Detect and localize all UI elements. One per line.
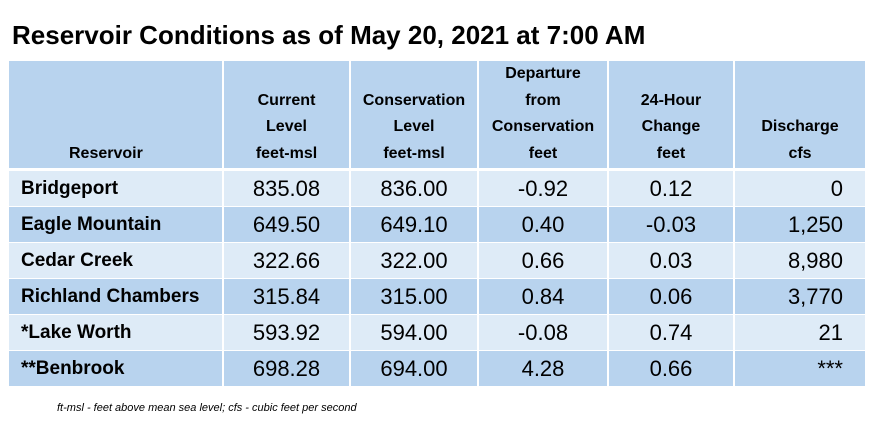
- header-line: Level: [266, 118, 307, 135]
- current-level-cell: 649.50: [223, 206, 351, 243]
- table-row: Eagle Mountain 649.50 649.10 0.40 -0.03 …: [9, 206, 865, 243]
- header-line: Discharge: [761, 118, 839, 135]
- current-level-cell: 315.84: [223, 278, 351, 315]
- header-line: Reservoir: [69, 144, 143, 162]
- conservation-level-cell: 694.00: [350, 350, 479, 387]
- header-line: feet-msl: [383, 144, 445, 162]
- header-reservoir: Reservoir: [9, 61, 224, 171]
- conservation-level-cell: 315.00: [350, 278, 479, 315]
- change-cell: 0.74: [608, 314, 735, 351]
- discharge-cell: ***: [734, 350, 865, 387]
- discharge-cell: 21: [734, 314, 865, 351]
- departure-cell: 0.66: [478, 242, 609, 279]
- header-line: Current: [257, 91, 316, 109]
- footnote: ft-msl - feet above mean sea level; cfs …: [57, 402, 357, 414]
- header-line: Conservation: [491, 118, 595, 135]
- table-row: Cedar Creek 322.66 322.00 0.66 0.03 8,98…: [9, 242, 865, 279]
- reservoir-table: Reservoir Current Level feet-msl Conserv…: [9, 61, 865, 387]
- table-header-row: Reservoir Current Level feet-msl Conserv…: [9, 61, 865, 171]
- header-line: Level: [393, 118, 435, 135]
- header-line: Departure: [505, 65, 581, 82]
- change-cell: -0.03: [608, 206, 735, 243]
- current-level-cell: 698.28: [223, 350, 351, 387]
- departure-cell: 0.40: [478, 206, 609, 243]
- reservoir-name: Eagle Mountain: [9, 206, 224, 243]
- header-line: Change: [641, 118, 701, 135]
- header-current-level: Current Level feet-msl: [223, 61, 351, 171]
- header-discharge: Discharge cfs: [734, 61, 865, 171]
- reservoir-name: *Lake Worth: [9, 314, 224, 351]
- current-level-cell: 322.66: [223, 242, 351, 279]
- discharge-cell: 3,770: [734, 278, 865, 315]
- page-title: Reservoir Conditions as of May 20, 2021 …: [12, 20, 646, 50]
- conservation-level-cell: 649.10: [350, 206, 479, 243]
- header-departure: Departure from Conservation feet: [478, 61, 609, 171]
- table-row: **Benbrook 698.28 694.00 4.28 0.66 ***: [9, 350, 865, 387]
- header-line: from: [525, 91, 561, 109]
- header-line: Conservation: [362, 91, 466, 109]
- conservation-level-cell: 594.00: [350, 314, 479, 351]
- header-line: 24-Hour: [640, 91, 702, 109]
- conservation-level-cell: 836.00: [350, 169, 479, 207]
- header-24-hour-change: 24-Hour Change feet: [608, 61, 735, 171]
- departure-cell: -0.92: [478, 169, 609, 207]
- current-level-cell: 593.92: [223, 314, 351, 351]
- discharge-cell: 1,250: [734, 206, 865, 243]
- header-line: feet-msl: [255, 144, 318, 162]
- reservoir-name: Cedar Creek: [9, 242, 224, 279]
- table-row: Bridgeport 835.08 836.00 -0.92 0.12 0: [9, 169, 865, 207]
- table-row: Richland Chambers 315.84 315.00 0.84 0.0…: [9, 278, 865, 315]
- table-row: *Lake Worth 593.92 594.00 -0.08 0.74 21: [9, 314, 865, 351]
- change-cell: 0.12: [608, 169, 735, 207]
- current-level-cell: 835.08: [223, 169, 351, 207]
- reservoir-name: Richland Chambers: [9, 278, 224, 315]
- discharge-cell: 8,980: [734, 242, 865, 279]
- departure-cell: 0.84: [478, 278, 609, 315]
- reservoir-name: Bridgeport: [9, 169, 224, 207]
- header-conservation-level: Conservation Level feet-msl: [350, 61, 479, 171]
- change-cell: 0.03: [608, 242, 735, 279]
- change-cell: 0.66: [608, 350, 735, 387]
- conservation-level-cell: 322.00: [350, 242, 479, 279]
- header-line: feet: [528, 144, 558, 162]
- header-line: cfs: [788, 144, 812, 162]
- header-line: feet: [656, 144, 686, 162]
- change-cell: 0.06: [608, 278, 735, 315]
- departure-cell: 4.28: [478, 350, 609, 387]
- departure-cell: -0.08: [478, 314, 609, 351]
- reservoir-name: **Benbrook: [9, 350, 224, 387]
- discharge-cell: 0: [734, 169, 865, 207]
